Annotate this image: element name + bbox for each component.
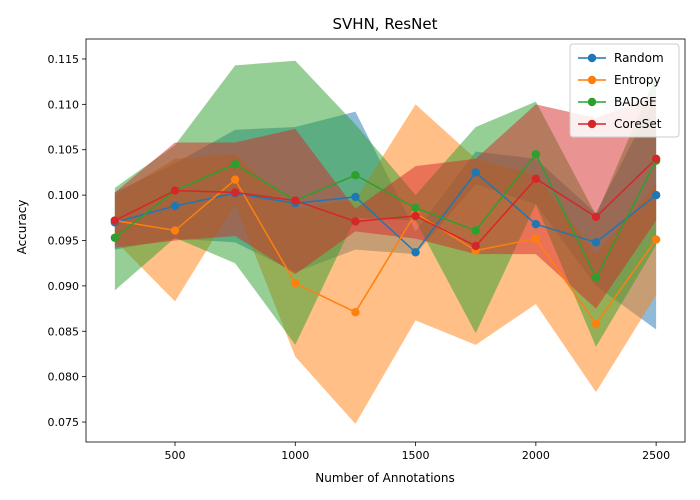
legend-label-random: Random [614,51,664,65]
line-badge [114,152,657,280]
point-random [351,192,360,202]
point-coreset [170,186,180,195]
point-random [531,219,541,229]
point-entropy [230,175,240,184]
point-entropy [591,319,601,329]
point-random [651,190,661,200]
point-badge [591,273,601,282]
plot-axes: 500 1000 1500 2000 2500 0.075 0.080 0.085 0.090 0… [48,38,686,462]
series-markers [110,150,661,329]
y-tick-label: 0.110 [48,98,80,111]
point-coreset [651,154,661,164]
y-axis-label: Accuracy [15,200,29,255]
point-coreset [110,216,120,225]
line-random [114,171,657,254]
legend-label-entropy: Entropy [614,73,661,87]
y-tick-label: 0.075 [48,416,80,429]
y-tick-label: 0.100 [48,189,80,202]
point-badge [471,226,480,235]
point-coreset [230,188,240,197]
x-tick-label: 1500 [402,449,430,462]
point-entropy [651,235,661,244]
y-tick-label: 0.090 [48,280,80,293]
point-entropy [531,234,541,243]
point-coreset [591,212,601,222]
y-tick-label: 0.095 [48,235,80,248]
point-entropy [351,308,360,317]
point-coreset [411,211,420,221]
legend: Random Entropy BADGE CoreSet [569,43,680,138]
x-tick-label: 2500 [642,449,670,462]
x-axis-label: Number of Annotations [315,471,454,485]
point-entropy [170,226,180,235]
legend-marker-coreset [587,119,597,129]
x-tick-label: 1000 [281,449,309,462]
x-tick-label: 500 [165,449,186,462]
point-random [471,168,480,177]
legend-marker-entropy [587,75,597,85]
line-coreset [114,158,657,247]
y-tick-label: 0.115 [48,53,80,66]
point-coreset [291,196,300,205]
point-badge [110,233,120,242]
y-tick-label: 0.105 [48,144,80,157]
point-badge [411,203,420,213]
point-coreset [471,241,480,251]
x-tick-label: 2000 [522,449,550,462]
point-random [591,238,601,247]
legend-marker-random [587,53,597,63]
y-tick-label: 0.085 [48,325,80,338]
band-coreset [114,95,657,309]
legend-label-badge: BADGE [614,95,657,109]
legend-frame [569,43,680,138]
legend-label-coreset: CoreSet [614,117,662,131]
chart-title: SVHN, ResNet [333,15,438,33]
point-badge [230,160,240,169]
point-badge [531,150,541,159]
point-coreset [531,174,541,183]
line-entropy [114,178,657,326]
point-badge [351,170,360,180]
point-entropy [291,278,300,288]
y-tick-label: 0.080 [48,371,80,384]
point-random [170,201,180,211]
point-coreset [351,217,360,226]
point-random [411,248,420,257]
series-lines [114,152,657,326]
legend-marker-badge [587,97,597,107]
